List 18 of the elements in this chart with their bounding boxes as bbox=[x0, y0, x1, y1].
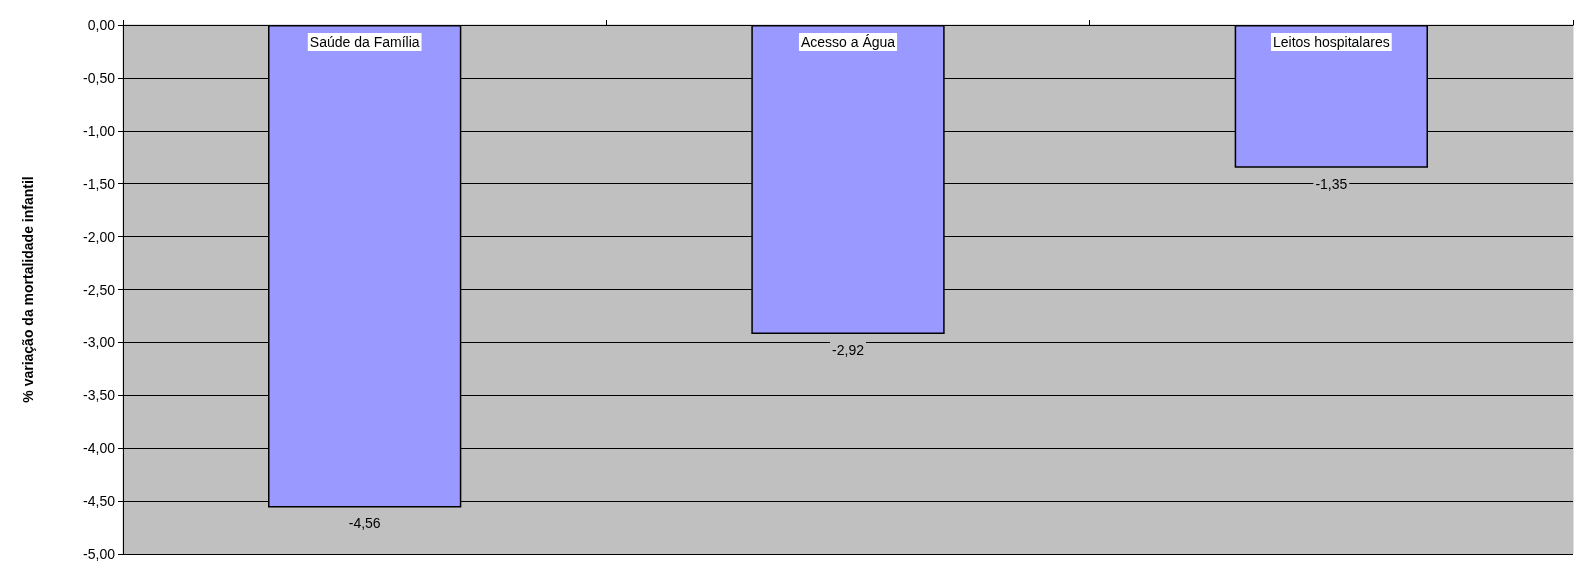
data-label: -1,35 bbox=[1315, 175, 1348, 192]
y-tick-label: -3,50 bbox=[83, 387, 116, 404]
y-tick-label: -5,00 bbox=[83, 546, 116, 562]
x-tick-label: Saúde da Família bbox=[309, 34, 420, 50]
y-tick-label: -2,00 bbox=[83, 228, 116, 245]
x-tick-label: Leitos hospitalares bbox=[1272, 34, 1390, 50]
y-tick-label: -1,50 bbox=[83, 175, 116, 192]
y-tick-label: -4,50 bbox=[83, 493, 116, 510]
y-axis-title: % variação da mortalidade infantil bbox=[20, 176, 36, 403]
y-tick-label: -4,00 bbox=[83, 440, 116, 457]
y-tick-label: -2,50 bbox=[83, 281, 116, 298]
x-tick-label: Acesso a Água bbox=[800, 34, 896, 50]
y-tick-label: -3,00 bbox=[83, 334, 116, 351]
y-tick-label: -0,50 bbox=[83, 69, 116, 86]
y-tick-label: -1,00 bbox=[83, 122, 116, 139]
y-tick-label: 0,00 bbox=[87, 17, 116, 33]
data-label: -4,56 bbox=[348, 515, 381, 532]
data-label: -2,92 bbox=[832, 341, 865, 358]
